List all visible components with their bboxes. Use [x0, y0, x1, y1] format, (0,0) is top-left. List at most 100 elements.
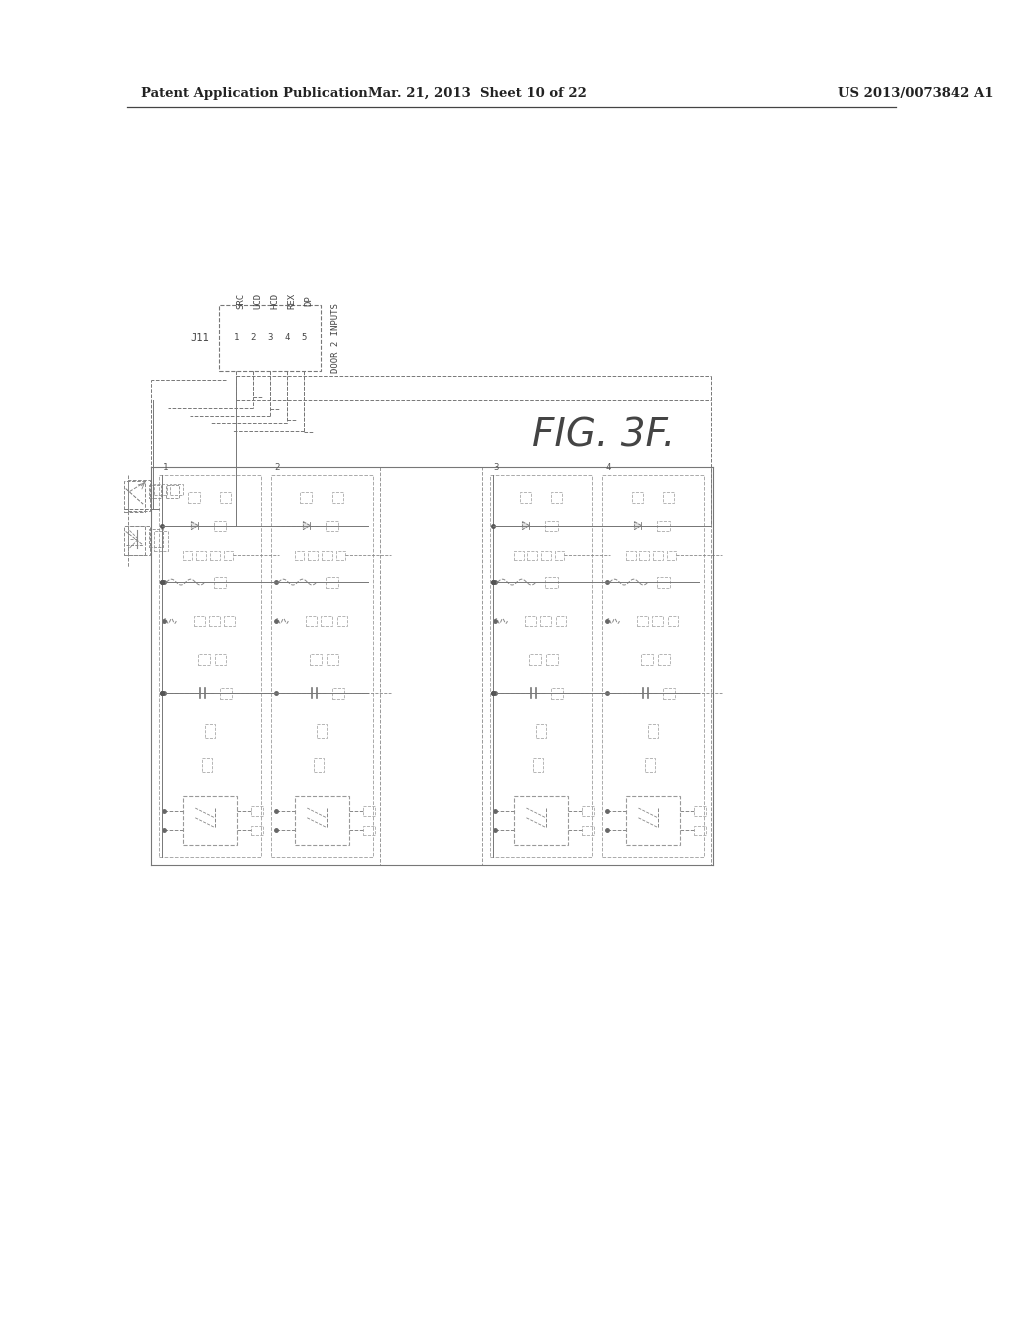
Polygon shape — [303, 521, 310, 529]
Bar — [551, 492, 562, 503]
Bar — [556, 616, 566, 626]
Bar — [219, 688, 232, 700]
Bar — [327, 655, 339, 665]
Bar — [215, 655, 226, 665]
Bar — [197, 550, 206, 560]
Bar — [124, 525, 145, 554]
Bar — [641, 655, 653, 665]
Bar — [645, 759, 655, 772]
Bar — [183, 796, 237, 845]
Bar — [326, 520, 339, 532]
Bar — [555, 550, 564, 560]
Bar — [251, 807, 263, 816]
Bar — [648, 725, 657, 738]
Text: 5: 5 — [302, 333, 307, 342]
Text: 1: 1 — [163, 462, 168, 471]
Text: US 2013/0073842 A1: US 2013/0073842 A1 — [838, 87, 993, 99]
Bar — [541, 550, 551, 560]
Bar — [694, 825, 707, 836]
Bar — [326, 577, 339, 587]
Text: 3: 3 — [494, 462, 499, 471]
Bar — [209, 616, 219, 626]
Bar — [657, 520, 670, 532]
Bar — [514, 796, 568, 845]
Bar — [626, 550, 636, 560]
Bar — [199, 655, 210, 665]
Bar — [202, 759, 212, 772]
Text: 2: 2 — [274, 462, 280, 471]
Bar — [182, 550, 193, 560]
Bar — [653, 550, 663, 560]
Bar — [364, 825, 375, 836]
Bar — [251, 825, 263, 836]
Bar — [652, 616, 663, 626]
Bar — [540, 616, 551, 626]
Bar — [627, 796, 680, 845]
Text: DP: DP — [304, 296, 313, 306]
Text: DOOR 2 INPUTS: DOOR 2 INPUTS — [331, 302, 340, 372]
Bar — [332, 688, 344, 700]
Bar — [527, 550, 538, 560]
Bar — [668, 616, 678, 626]
Text: REX: REX — [288, 293, 296, 309]
Bar — [195, 616, 205, 626]
Polygon shape — [191, 521, 199, 529]
Bar — [188, 492, 200, 503]
Text: UCD: UCD — [253, 293, 262, 309]
Bar — [210, 550, 219, 560]
Bar — [514, 550, 523, 560]
Text: HCD: HCD — [270, 293, 280, 309]
Bar — [306, 616, 317, 626]
Bar — [551, 688, 563, 700]
Bar — [337, 616, 347, 626]
Bar — [537, 725, 546, 738]
Bar — [322, 550, 332, 560]
Bar — [150, 484, 161, 499]
Text: FIG. 3F.: FIG. 3F. — [532, 417, 676, 455]
Bar — [602, 475, 705, 857]
Bar — [219, 492, 231, 503]
Bar — [321, 616, 332, 626]
Bar — [639, 550, 649, 560]
Bar — [128, 525, 150, 554]
Bar — [314, 759, 324, 772]
Bar — [223, 550, 233, 560]
Bar — [638, 616, 648, 626]
Polygon shape — [635, 521, 641, 529]
Text: 3: 3 — [267, 333, 273, 342]
Bar — [154, 532, 168, 550]
Bar — [214, 577, 226, 587]
Text: 2: 2 — [251, 333, 256, 342]
Text: J11: J11 — [190, 333, 209, 343]
Bar — [583, 807, 594, 816]
Bar — [310, 655, 322, 665]
Bar — [482, 467, 711, 865]
Bar — [219, 305, 322, 371]
Text: Mar. 21, 2013  Sheet 10 of 22: Mar. 21, 2013 Sheet 10 of 22 — [368, 87, 587, 99]
Text: 4: 4 — [606, 462, 611, 471]
Bar — [214, 520, 226, 532]
Bar — [317, 725, 327, 738]
Bar — [583, 825, 594, 836]
Text: 1: 1 — [233, 333, 239, 342]
Bar — [150, 529, 163, 546]
Bar — [667, 550, 677, 560]
Bar — [534, 759, 543, 772]
Bar — [546, 655, 558, 665]
Bar — [519, 492, 531, 503]
Bar — [336, 550, 345, 560]
Polygon shape — [522, 521, 529, 529]
Bar — [308, 550, 318, 560]
Bar — [295, 550, 304, 560]
Bar — [128, 479, 150, 511]
Bar — [166, 484, 179, 499]
Bar — [154, 483, 167, 495]
Bar — [694, 807, 707, 816]
Bar — [224, 616, 236, 626]
Bar — [545, 520, 558, 532]
Bar — [270, 475, 373, 857]
Text: 4: 4 — [285, 333, 290, 342]
Bar — [300, 492, 312, 503]
Bar — [205, 725, 215, 738]
Bar — [663, 492, 675, 503]
